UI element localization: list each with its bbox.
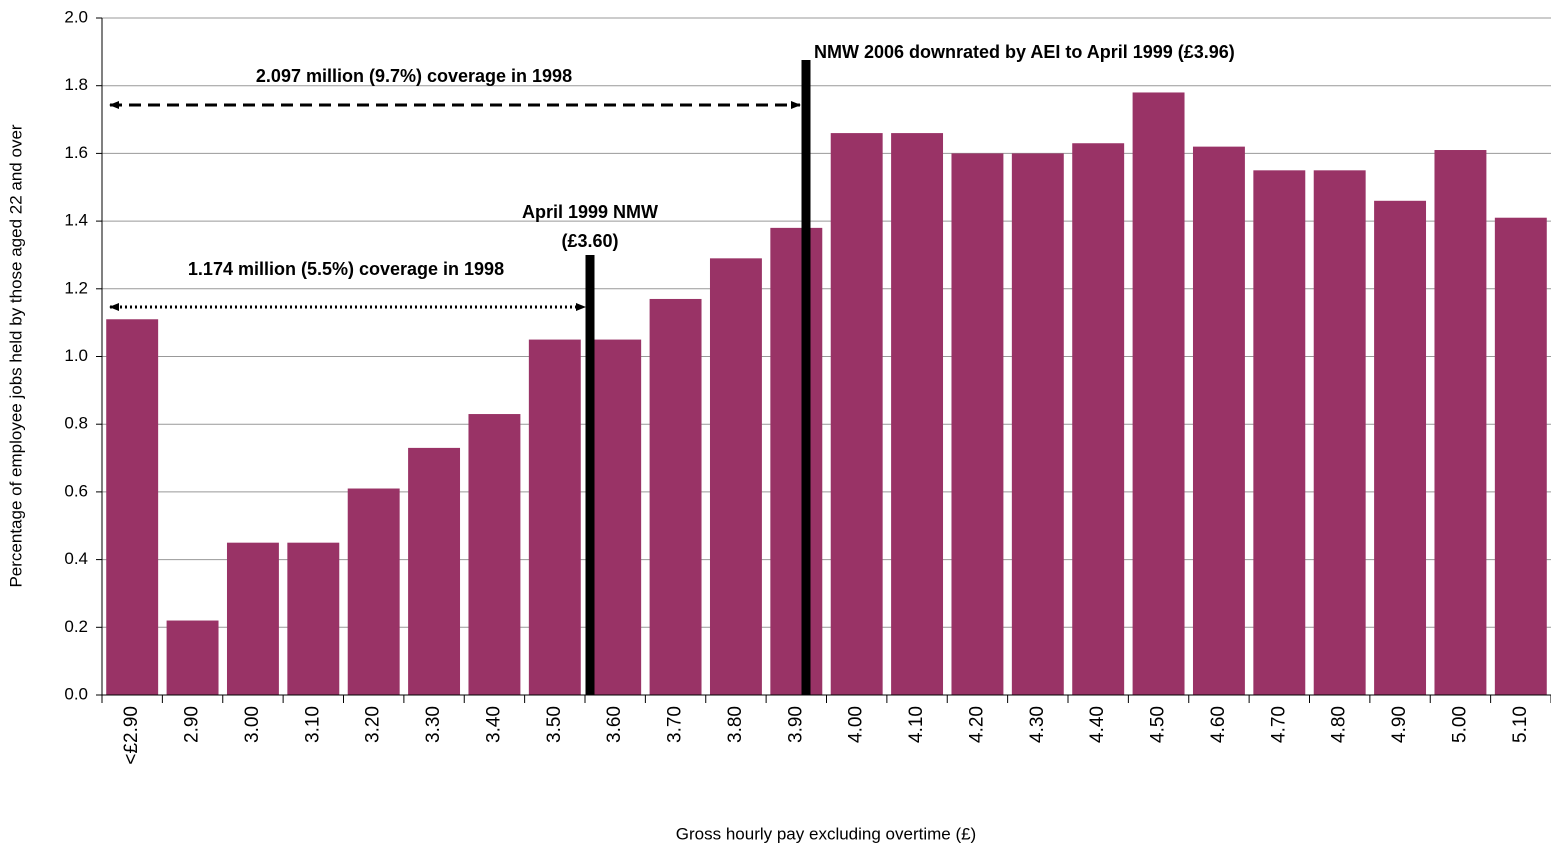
annotation: April 1999 NMW <box>522 202 658 222</box>
bar <box>1313 170 1366 695</box>
y-tick-label: 1.6 <box>64 143 88 162</box>
x-tick-label: 4.00 <box>846 706 867 743</box>
bar <box>1011 153 1064 695</box>
y-tick-label: 1.8 <box>64 75 88 94</box>
x-tick-label: 3.80 <box>725 706 746 743</box>
y-tick-label: 1.4 <box>64 211 88 230</box>
x-tick-label: 3.60 <box>604 706 625 743</box>
x-tick-label: 4.30 <box>1027 706 1048 743</box>
bar <box>408 447 461 695</box>
y-tick-label: 0.8 <box>64 414 88 433</box>
y-tick-label: 0.2 <box>64 617 88 636</box>
bar <box>1434 150 1487 695</box>
bar <box>226 542 279 695</box>
bar <box>830 133 883 696</box>
x-tick-label: 4.40 <box>1087 706 1108 743</box>
bar <box>1192 146 1245 695</box>
bar <box>1072 143 1125 695</box>
x-tick-label: 4.70 <box>1268 706 1289 743</box>
bar <box>528 339 581 695</box>
bar <box>106 319 159 695</box>
y-tick-label: 0.4 <box>64 549 88 568</box>
bar <box>951 153 1004 695</box>
bar <box>709 258 762 695</box>
bar <box>1374 200 1427 696</box>
x-tick-label: 4.80 <box>1329 706 1350 743</box>
bar <box>347 488 400 695</box>
bar <box>166 620 219 695</box>
x-tick-label: 4.60 <box>1208 706 1229 743</box>
bar <box>770 227 823 695</box>
x-tick-label: 3.30 <box>423 706 444 743</box>
x-tick-label: 4.20 <box>966 706 987 743</box>
y-tick-label: 1.2 <box>64 278 88 297</box>
y-axis-title: Percentage of employee jobs held by thos… <box>6 124 25 587</box>
annotation: 2.097 million (9.7%) coverage in 1998 <box>256 66 572 86</box>
annotation: (£3.60) <box>561 231 618 251</box>
x-tick-label: 5.00 <box>1449 706 1470 743</box>
bar <box>1494 217 1547 695</box>
bar <box>891 133 944 696</box>
annotation: NMW 2006 downrated by AEI to April 1999 … <box>814 42 1235 62</box>
x-tick-label: 3.90 <box>785 706 806 743</box>
y-tick-label: 2.0 <box>64 7 88 26</box>
x-tick-label: 4.50 <box>1148 706 1169 743</box>
x-tick-label: 4.90 <box>1389 706 1410 743</box>
x-tick-label: <£2.90 <box>121 706 142 765</box>
y-tick-label: 0.6 <box>64 481 88 500</box>
x-axis-title: Gross hourly pay excluding overtime (£) <box>676 824 976 843</box>
y-tick-label: 1.0 <box>64 346 88 365</box>
x-tick-label: 3.50 <box>544 706 565 743</box>
bar <box>1253 170 1306 695</box>
bar <box>287 542 340 695</box>
x-tick-label: 3.40 <box>483 706 504 743</box>
x-tick-label: 3.70 <box>665 706 686 743</box>
x-tick-label: 2.90 <box>182 706 203 743</box>
x-tick-label: 3.20 <box>363 706 384 743</box>
y-tick-label: 0.0 <box>64 684 88 703</box>
bar <box>468 414 521 695</box>
annotation: 1.174 million (5.5%) coverage in 1998 <box>188 259 504 279</box>
bar <box>649 298 702 695</box>
x-tick-label: 4.10 <box>906 706 927 743</box>
x-tick-label: 3.10 <box>302 706 323 743</box>
x-tick-label: 3.00 <box>242 706 263 743</box>
bar <box>1132 92 1185 696</box>
bar <box>589 339 642 695</box>
x-tick-label: 5.10 <box>1510 706 1531 743</box>
